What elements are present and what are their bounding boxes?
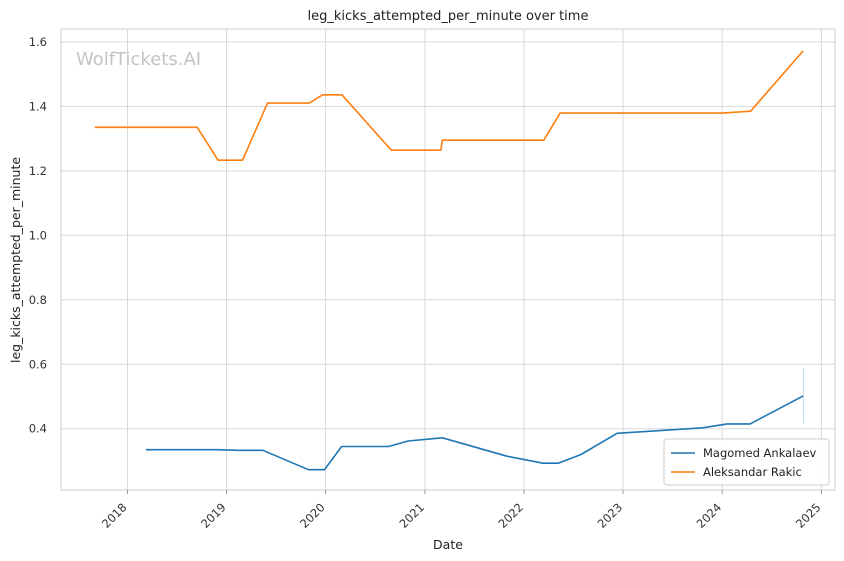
- plot-area-frame: [60, 28, 836, 491]
- y-tick-label: 0.6: [29, 357, 47, 371]
- legend-box: [663, 438, 830, 486]
- series: [94, 50, 804, 471]
- y-axis-label: leg_kicks_attempted_per_minute: [8, 157, 23, 363]
- y-tick-label: 1.4: [29, 99, 47, 113]
- series-line-rakic: [94, 50, 804, 161]
- chart-title: leg_kicks_attempted_per_minute over time: [308, 9, 589, 24]
- watermark: WolfTickets.AI: [76, 49, 201, 70]
- y-tick-label: 0.8: [29, 293, 47, 307]
- legend: Magomed Ankalaev Aleksandar Rakic: [663, 438, 830, 486]
- y-tick-label: 0.4: [29, 422, 47, 436]
- grid: [61, 29, 835, 490]
- y-tick-label: 1.0: [29, 228, 47, 242]
- series-line-ankalaev: [145, 395, 804, 471]
- legend-label-rakic: Aleksandar Rakic: [703, 465, 802, 479]
- y-tick-label: 1.2: [29, 164, 47, 178]
- x-axis-label: Date: [433, 537, 463, 552]
- y-tick-label: 1.6: [29, 35, 47, 49]
- legend-label-ankalaev: Magomed Ankalaev: [703, 446, 817, 460]
